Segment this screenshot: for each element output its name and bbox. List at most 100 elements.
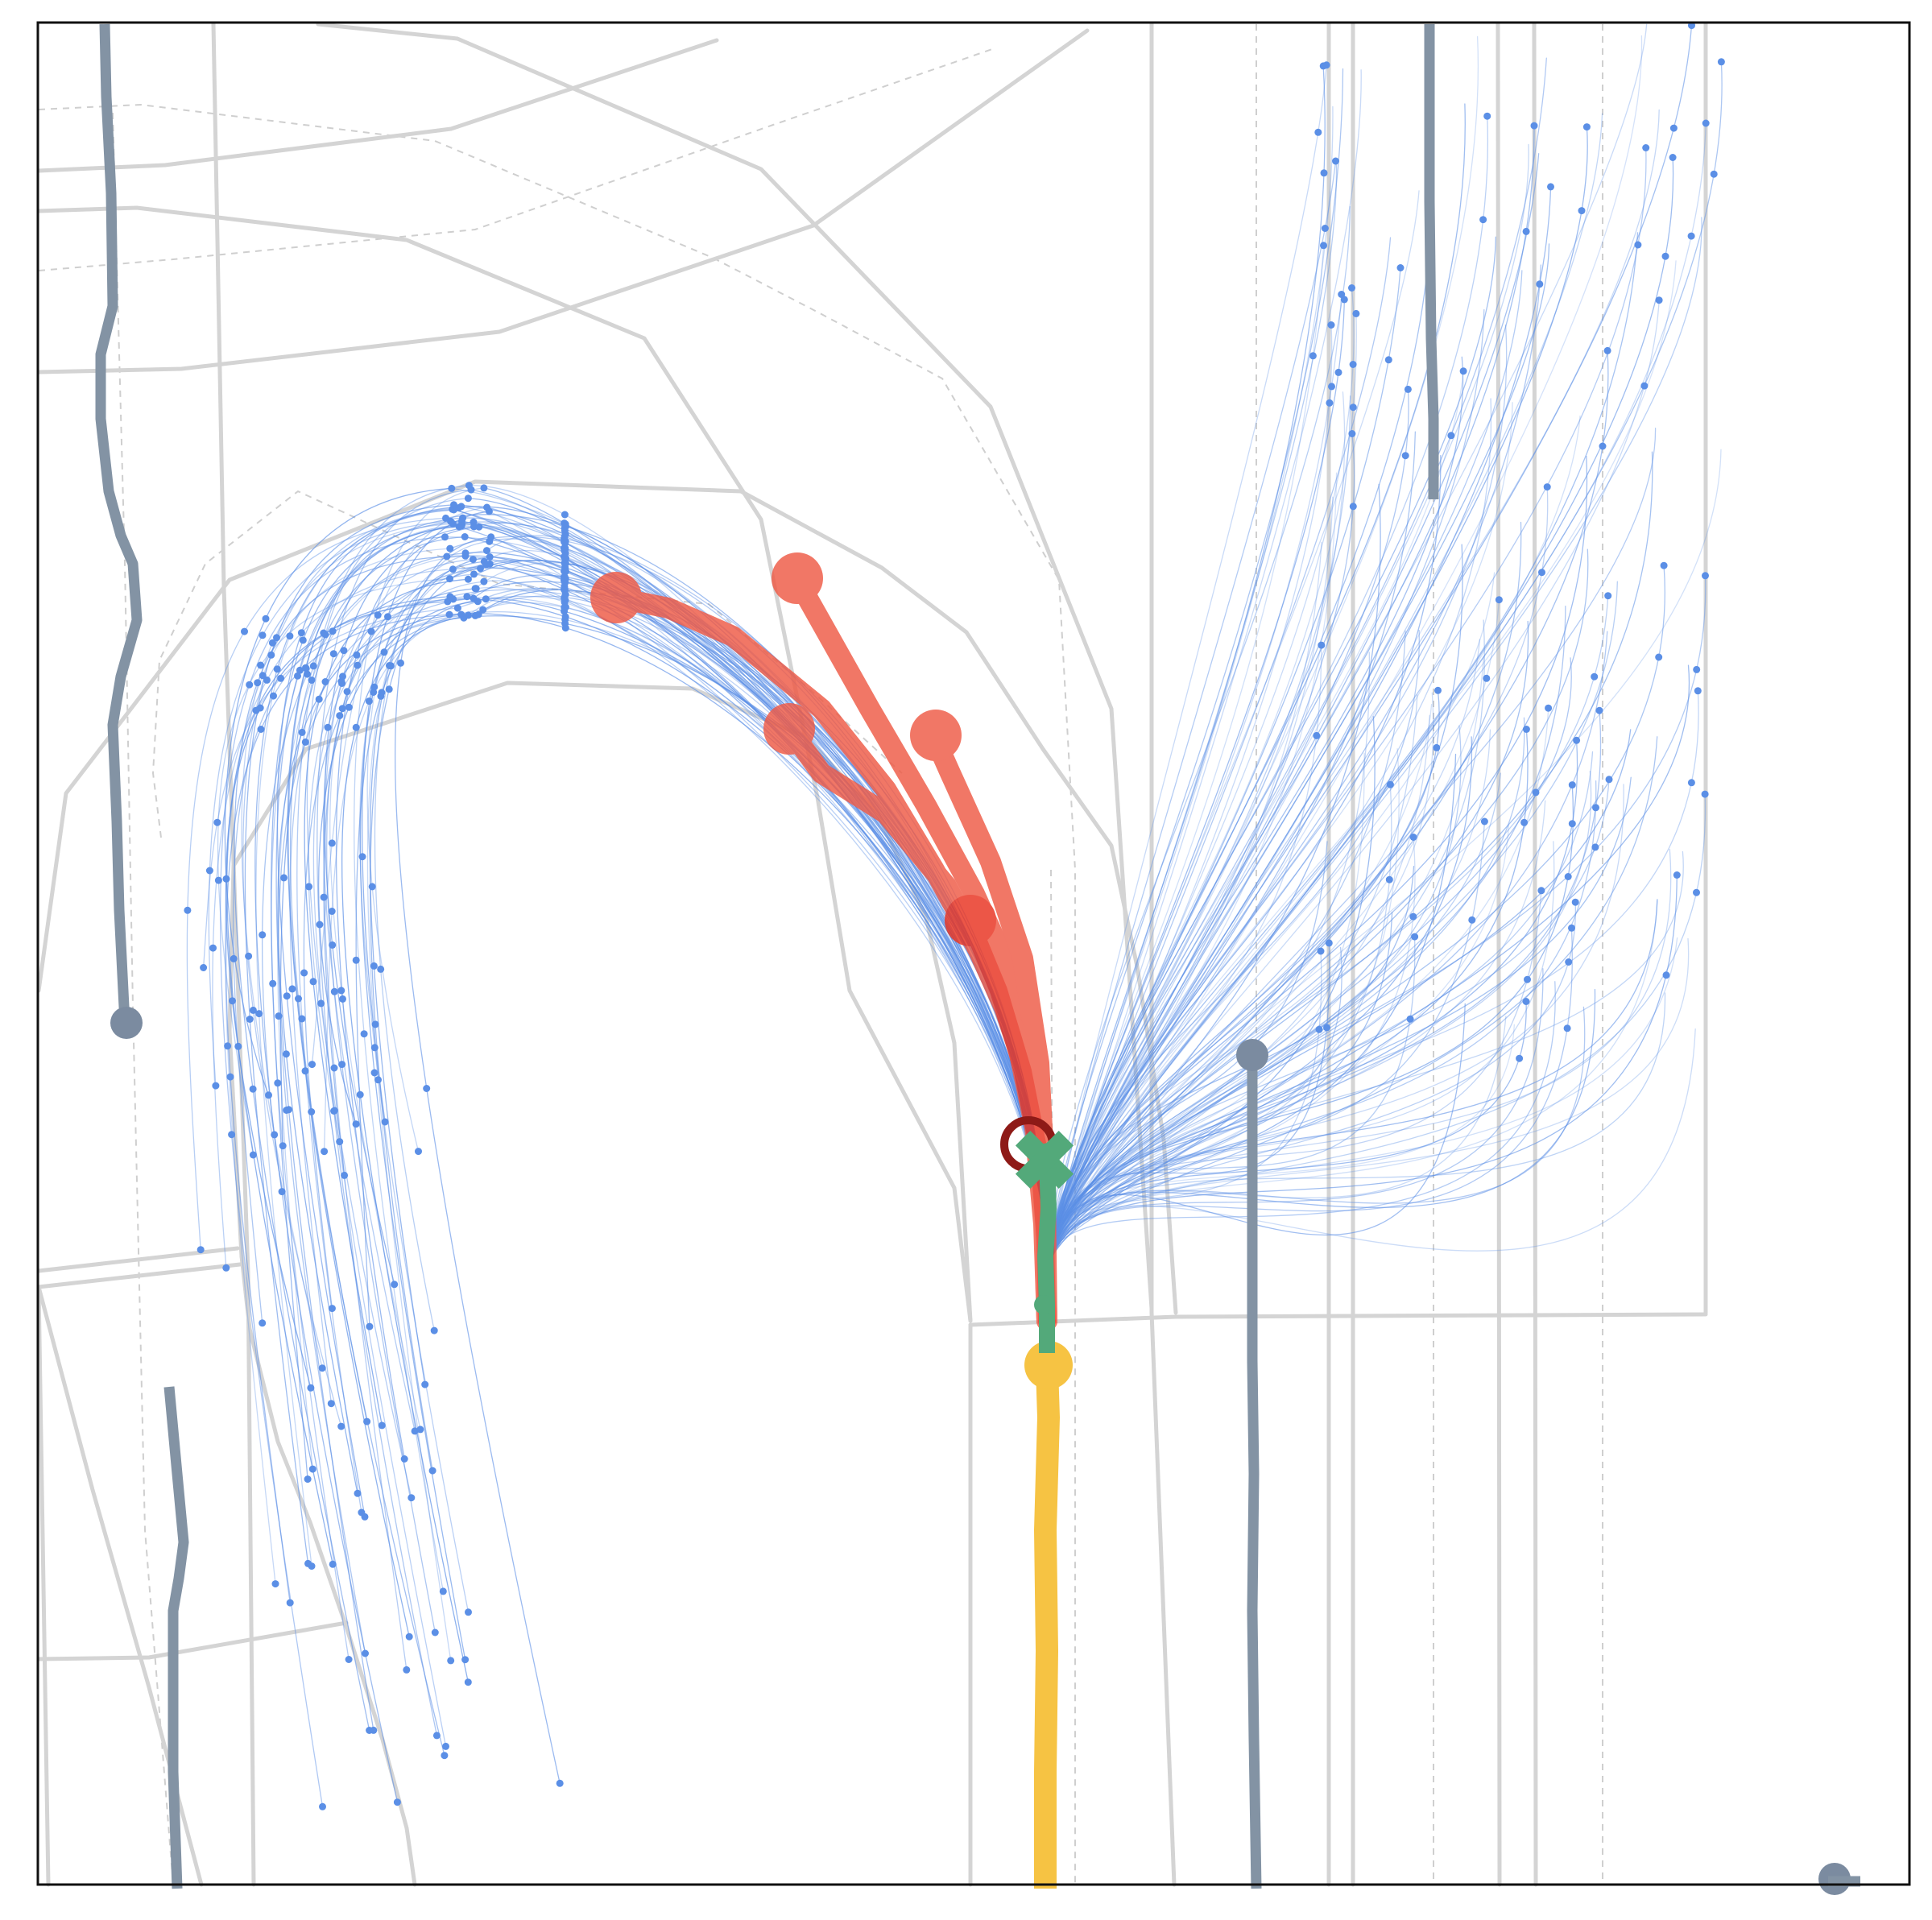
- candidate-waypoint: [561, 511, 569, 519]
- candidate-waypoint: [461, 1656, 470, 1664]
- candidate-trajectory: [1048, 717, 1525, 1265]
- candidate-waypoint: [465, 482, 473, 490]
- candidate-waypoint: [1434, 686, 1442, 694]
- candidate-waypoint: [324, 723, 332, 731]
- candidate-trajectory: [241, 523, 454, 1369]
- candidate-waypoint: [363, 1417, 371, 1426]
- candidate-waypoint: [561, 538, 569, 546]
- candidate-waypoint: [1317, 947, 1325, 955]
- candidate-waypoint: [1348, 430, 1356, 437]
- candidate-trajectory: [359, 561, 485, 1661]
- candidate-waypoint: [469, 556, 477, 564]
- candidate-trajectory: [359, 581, 485, 1613]
- candidate-trajectory: [289, 536, 465, 1422]
- candidate-waypoint: [446, 593, 454, 601]
- candidate-trajectory: [1048, 243, 1550, 1265]
- candidate-waypoint: [370, 683, 379, 691]
- candidate-waypoint: [224, 1042, 232, 1050]
- candidate-trajectory: [318, 601, 478, 1125]
- candidate-waypoint: [1384, 356, 1392, 364]
- candidate-waypoint: [482, 595, 490, 603]
- candidate-trajectory: [1048, 631, 1608, 1265]
- candidate-waypoint: [561, 607, 569, 615]
- candidate-trajectory: [1048, 1016, 1507, 1265]
- candidate-trajectory: [335, 526, 480, 1460]
- candidate-waypoint: [267, 651, 275, 659]
- candidate-trajectory: [1048, 772, 1501, 1265]
- candidate-waypoint: [205, 867, 213, 875]
- candidate-waypoint: [416, 1426, 424, 1434]
- candidate-trajectory: [1048, 620, 1529, 1265]
- candidate-waypoint: [374, 1076, 382, 1084]
- candidate-waypoint: [380, 648, 388, 656]
- candidate-waypoint: [1320, 169, 1328, 177]
- candidate-waypoint: [302, 664, 309, 672]
- candidate-waypoint: [460, 614, 468, 622]
- candidate-trajectory: [1048, 61, 1723, 1265]
- candidate-waypoint: [1396, 264, 1405, 271]
- candidate-waypoint: [1385, 875, 1393, 883]
- candidate-waypoint: [1673, 871, 1681, 879]
- candidate-waypoint: [453, 604, 461, 612]
- candidate-waypoint: [1603, 346, 1611, 354]
- candidate-waypoint: [249, 1085, 257, 1093]
- candidate-waypoint: [315, 695, 323, 703]
- candidate-trajectory: [1048, 237, 1392, 1265]
- candidate-trajectory: [1048, 431, 1417, 1265]
- candidate-waypoint: [269, 979, 277, 987]
- candidate-trajectory: [304, 578, 470, 1426]
- candidate-waypoint: [234, 1042, 242, 1050]
- candidate-waypoint: [561, 552, 569, 561]
- candidate-waypoint: [340, 647, 348, 655]
- candidate-waypoint: [337, 987, 345, 995]
- candidate-waypoint: [274, 1079, 282, 1087]
- candidate-waypoint: [1568, 924, 1575, 932]
- ground-truth-waypoint: [1034, 1295, 1053, 1314]
- candidate-trajectory: [1048, 866, 1415, 1265]
- candidate-waypoint: [301, 1067, 309, 1075]
- candidate-waypoint: [370, 1726, 378, 1734]
- candidate-waypoint: [304, 1559, 312, 1567]
- candidate-trajectory: [1048, 936, 1416, 1265]
- candidate-trajectory: [308, 588, 477, 1143]
- candidate-waypoint: [212, 1082, 220, 1090]
- predicted-mode-endpoint: [945, 895, 996, 946]
- candidate-trajectory: [1048, 736, 1472, 1265]
- candidate-trajectory: [1048, 690, 1699, 1265]
- candidate-waypoint: [487, 533, 495, 541]
- candidate-trajectory: [1048, 644, 1322, 1265]
- candidate-waypoint: [307, 1384, 315, 1392]
- candidate-waypoint: [561, 544, 569, 552]
- candidate-waypoint: [256, 704, 264, 712]
- candidate-waypoint: [1516, 1054, 1524, 1062]
- road-boundary: [1149, 22, 1177, 1887]
- candidate-waypoint: [317, 999, 325, 1008]
- road-boundary: [36, 1246, 240, 1273]
- candidate-waypoint: [336, 712, 344, 720]
- candidate-waypoint: [280, 874, 288, 882]
- candidate-waypoint: [304, 670, 311, 678]
- map-frame: [36, 21, 1911, 1886]
- candidate-waypoint: [365, 697, 373, 706]
- candidate-waypoint: [345, 703, 353, 711]
- candidate-trajectory: [1048, 388, 1409, 1265]
- candidate-waypoint: [1642, 144, 1650, 151]
- candidate-waypoint: [480, 484, 488, 492]
- candidate-waypoint: [486, 553, 494, 561]
- candidate-waypoint: [1520, 818, 1529, 826]
- candidate-waypoint: [479, 606, 487, 614]
- road-boundary: [36, 38, 719, 173]
- candidate-trajectory: [1048, 565, 1665, 1265]
- candidate-waypoint: [403, 1666, 411, 1674]
- candidate-trajectory: [276, 506, 462, 1518]
- candidate-waypoint: [328, 908, 336, 915]
- road-boundary: [36, 28, 1090, 374]
- candidate-waypoints: [184, 22, 1725, 1810]
- other-agent-track: [1247, 1055, 1262, 1889]
- candidate-waypoint: [1406, 1015, 1414, 1023]
- candidate-waypoint: [1563, 1024, 1571, 1032]
- candidate-waypoint: [407, 1494, 416, 1502]
- candidate-waypoint: [1701, 790, 1709, 798]
- candidate-waypoint: [1543, 483, 1551, 491]
- candidate-waypoint: [561, 613, 569, 621]
